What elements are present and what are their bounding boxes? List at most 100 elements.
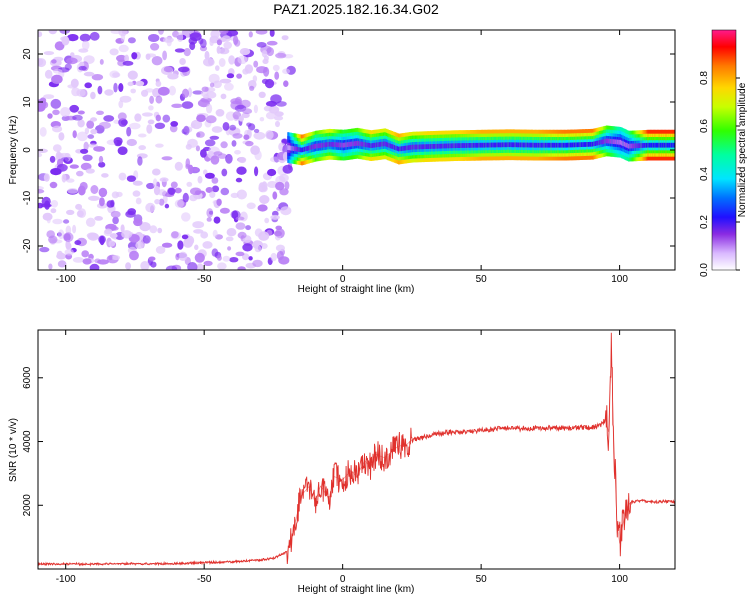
noise-blob [177,32,184,42]
signal-band-cell [636,143,639,149]
signal-band-cell [579,142,582,148]
signal-band-cell [641,143,644,148]
noise-blob [63,232,74,243]
signal-band-cell [441,143,443,149]
signal-band-cell [535,142,538,148]
signal-band-cell [608,138,611,144]
signal-band-cell [339,142,342,148]
noise-blob [204,139,216,147]
noise-blob [170,121,179,127]
noise-blob [209,191,216,198]
noise-blob [49,181,58,189]
signal-band-cell [575,142,578,148]
signal-band-cell [558,142,561,148]
noise-blob [237,266,246,270]
noise-blob [38,152,43,158]
noise-blob [284,181,290,190]
signal-band-cell [456,143,459,148]
signal-band-cell [607,138,610,144]
noise-blob [69,164,79,169]
signal-band-cell [533,142,536,148]
signal-band-cell [573,142,576,148]
noise-blob [54,41,65,51]
noise-blob [76,210,84,218]
signal-band-cell [445,143,448,149]
noise-blob [56,252,67,260]
signal-band-cell [485,142,488,148]
noise-blob [263,105,272,112]
signal-band-cell [413,144,416,150]
noise-blob [265,111,276,120]
noise-blob [104,228,113,235]
signal-band-cell [550,142,553,148]
noise-blob [168,85,176,96]
noise-blob [48,263,53,270]
signal-band-cell [614,139,617,145]
signal-band-cell [526,142,529,148]
noise-blob [259,195,270,204]
noise-blob [138,133,147,138]
noise-blob [83,141,89,151]
signal-band-cell [303,146,306,152]
noise-blob [264,78,275,89]
noise-blob [87,134,95,139]
noise-blob [226,73,235,79]
signal-band-cell [446,143,449,149]
noise-blob [118,172,127,181]
noise-blob [119,95,132,103]
noise-blob [148,256,156,261]
signal-band-cell [495,142,497,148]
signal-band-cell [442,143,445,149]
noise-blob [197,175,203,184]
noise-blob [282,164,293,174]
snr-y-tick-label: 6000 [22,366,33,389]
noise-blob [69,104,79,113]
noise-blob [185,158,191,168]
noise-blob [170,181,178,189]
noise-blob [103,115,115,122]
signal-band-cell [488,142,491,148]
noise-blob [59,30,71,34]
spectrogram-x-ticks: -100 -50 0 50 100 [56,30,628,285]
noise-blob [269,30,275,37]
signal-band-cell [652,142,655,148]
noise-blob [238,156,247,164]
noise-blob [279,173,289,183]
noise-blob [200,97,212,103]
signal-band-cell [464,143,467,148]
signal-band-cell [353,141,356,147]
noise-blob [152,168,161,176]
signal-band-cell [428,144,431,149]
signal-band-cell [309,145,312,151]
noise-blob [215,109,225,117]
signal-band-cell [518,142,521,148]
noise-blob [76,170,84,177]
noise-blob [139,222,151,232]
noise-blob [155,143,164,148]
noise-blob [270,252,277,262]
signal-band-cell [582,142,585,147]
noise-blob [229,124,236,131]
noise-blob [127,37,136,44]
noise-blob [79,33,91,42]
noise-blob [256,42,267,48]
signal-band-cell [511,142,514,148]
signal-band-cell [478,142,481,148]
signal-band-cell [637,143,640,149]
noise-blob [57,229,65,240]
noise-blob [177,240,184,250]
noise-blob [137,156,143,166]
signal-band-cell [337,142,340,148]
noise-blob [101,173,109,178]
noise-blob [61,173,67,183]
noise-blob [281,35,289,41]
noise-blob [249,85,255,91]
noise-blob [272,191,278,200]
signal-band-cell [529,142,532,148]
noise-blob [86,232,98,239]
signal-band-cell [436,143,439,149]
noise-blob [203,94,210,100]
noise-blob [90,185,99,194]
signal-band-cell [669,142,672,148]
signal-band-cell [431,144,434,149]
